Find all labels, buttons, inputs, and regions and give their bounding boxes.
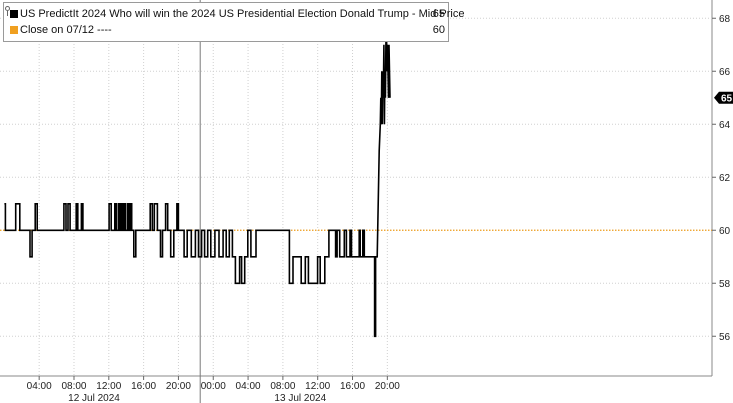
y-tick-label: 62 [719, 173, 731, 184]
x-tick-label: 08:00 [270, 381, 295, 392]
chart-grid [0, 0, 713, 403]
y-tick-label: 56 [719, 332, 731, 343]
y-axis-ticks: 56 58 60 62 64 66 68 [712, 14, 731, 343]
y-tick-label: 60 [719, 226, 731, 237]
chart-legend[interactable]: US PredictIt 2024 Who will win the 2024 … [3, 2, 464, 42]
legend-series-label: US PredictIt 2024 Who will win the 2024 … [20, 8, 465, 20]
x-tick-label: 04:00 [27, 381, 52, 392]
legend-close-row[interactable]: Close on 07/12 ---- 60 [10, 23, 445, 37]
x-tick-label: 16:00 [131, 381, 156, 392]
pin-icon[interactable] [5, 6, 10, 11]
legend-close-label: Close on 07/12 ---- [20, 24, 112, 36]
x-date-label: 12 Jul 2024 [68, 393, 120, 403]
x-tick-label: 12:00 [96, 381, 121, 392]
y-tick-label: 58 [719, 279, 731, 290]
legend-series-value: 65 [432, 8, 445, 20]
x-date-label: 13 Jul 2024 [274, 393, 326, 403]
pin-stem [7, 11, 8, 16]
x-tick-label: 08:00 [61, 381, 86, 392]
x-axis-date-labels: 12 Jul 2024 13 Jul 2024 [68, 393, 326, 403]
last-price-badge: 65 [714, 91, 733, 104]
close-swatch [10, 26, 18, 34]
y-tick-label: 68 [719, 14, 731, 25]
legend-series-row[interactable]: US PredictIt 2024 Who will win the 2024 … [10, 7, 464, 21]
x-tick-label: 16:00 [340, 381, 365, 392]
series-swatch [10, 10, 18, 18]
x-tick-label: 20:00 [166, 381, 191, 392]
x-tick-label: 20:00 [375, 381, 400, 392]
x-tick-label: 00:00 [201, 381, 226, 392]
price-series-line [4, 18, 391, 338]
x-tick-label: 12:00 [305, 381, 330, 392]
x-tick-label: 04:00 [236, 381, 261, 392]
y-tick-label: 66 [719, 67, 731, 78]
y-tick-label: 64 [719, 120, 731, 131]
last-price-badge-shape [714, 91, 733, 104]
x-axis-ticks: 04:00 08:00 12:00 16:00 20:00 00:00 04:00 08:00… [27, 376, 400, 392]
last-price-badge-label: 65 [721, 93, 733, 104]
legend-close-value: 60 [432, 24, 445, 36]
